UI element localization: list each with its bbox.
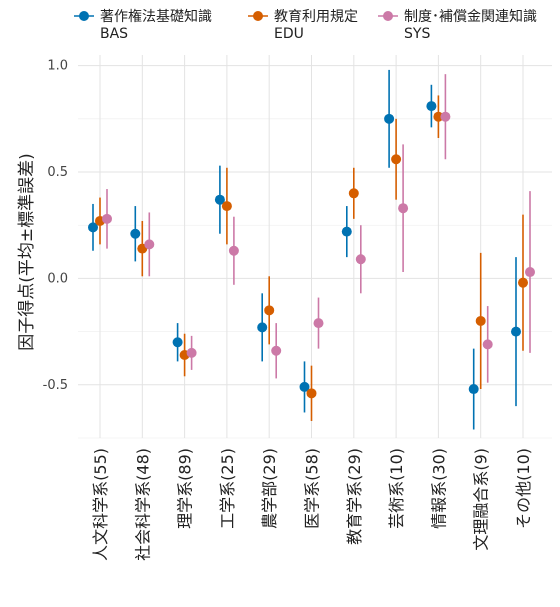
legend-label: 著作権法基礎知識 bbox=[100, 8, 212, 25]
legend-marker bbox=[383, 11, 393, 21]
data-point bbox=[341, 226, 352, 237]
data-point bbox=[214, 194, 225, 205]
x-category-label: 芸術系(10) bbox=[387, 448, 406, 529]
data-point bbox=[440, 111, 451, 122]
x-category-label: 人文科学系(55) bbox=[91, 448, 110, 561]
legend-label: 制度･補償金関連知識 bbox=[404, 8, 537, 25]
data-point bbox=[525, 267, 535, 278]
data-point bbox=[144, 239, 155, 250]
data-point bbox=[264, 305, 275, 316]
data-point bbox=[475, 315, 486, 326]
legend-marker bbox=[79, 11, 89, 21]
x-category-label: 医学系(58) bbox=[303, 448, 322, 529]
data-point bbox=[172, 337, 183, 348]
marks-layer bbox=[88, 69, 535, 430]
legend-label-code: BAS bbox=[100, 26, 128, 42]
data-point bbox=[384, 113, 395, 124]
data-point bbox=[271, 345, 282, 356]
legend-label-code: EDU bbox=[274, 26, 304, 42]
x-category-label: 文理融合系(9) bbox=[472, 448, 491, 551]
data-point bbox=[433, 111, 444, 122]
data-point bbox=[468, 384, 479, 395]
data-point bbox=[130, 228, 141, 239]
data-point bbox=[348, 188, 359, 199]
data-point bbox=[313, 318, 324, 329]
data-point bbox=[355, 254, 366, 265]
legend-marker bbox=[253, 11, 263, 21]
data-point bbox=[257, 322, 268, 333]
x-category-label: 農学部(29) bbox=[260, 448, 279, 529]
data-point bbox=[221, 201, 232, 212]
data-point bbox=[88, 222, 98, 233]
y-axis-label: 因子得点(平均±標準誤差) bbox=[17, 153, 37, 351]
y-tick-label: 1.0 bbox=[47, 59, 68, 74]
x-category-label: その他(10) bbox=[514, 448, 533, 529]
legend-label: 教育利用規定 bbox=[274, 9, 358, 25]
data-point bbox=[511, 326, 521, 337]
y-tick-label: 0.0 bbox=[47, 271, 68, 286]
data-point bbox=[306, 388, 317, 399]
data-point bbox=[398, 203, 409, 214]
x-category-label: 工学系(25) bbox=[218, 448, 237, 529]
data-point bbox=[228, 245, 239, 256]
x-category-label: 情報系(30) bbox=[429, 448, 448, 529]
axis-layer: -0.5 0.0 0.5 1.0 人文科学系(55) 社会科学系(48) 理学系(89) 工学… bbox=[43, 59, 533, 561]
legend-label-code: SYS bbox=[404, 26, 430, 42]
y-tick-label: 0.5 bbox=[47, 165, 68, 180]
data-point bbox=[391, 154, 402, 165]
x-category-label: 理学系(89) bbox=[176, 448, 195, 529]
data-point bbox=[299, 381, 310, 392]
y-tick-label: -0.5 bbox=[43, 378, 68, 393]
data-point bbox=[102, 213, 112, 224]
data-point bbox=[426, 101, 437, 112]
data-point bbox=[482, 339, 493, 350]
x-category-label: 社会科学系(48) bbox=[133, 448, 152, 561]
data-point bbox=[186, 347, 197, 358]
data-point bbox=[518, 277, 528, 288]
x-category-label: 教育学系(29) bbox=[345, 448, 364, 545]
